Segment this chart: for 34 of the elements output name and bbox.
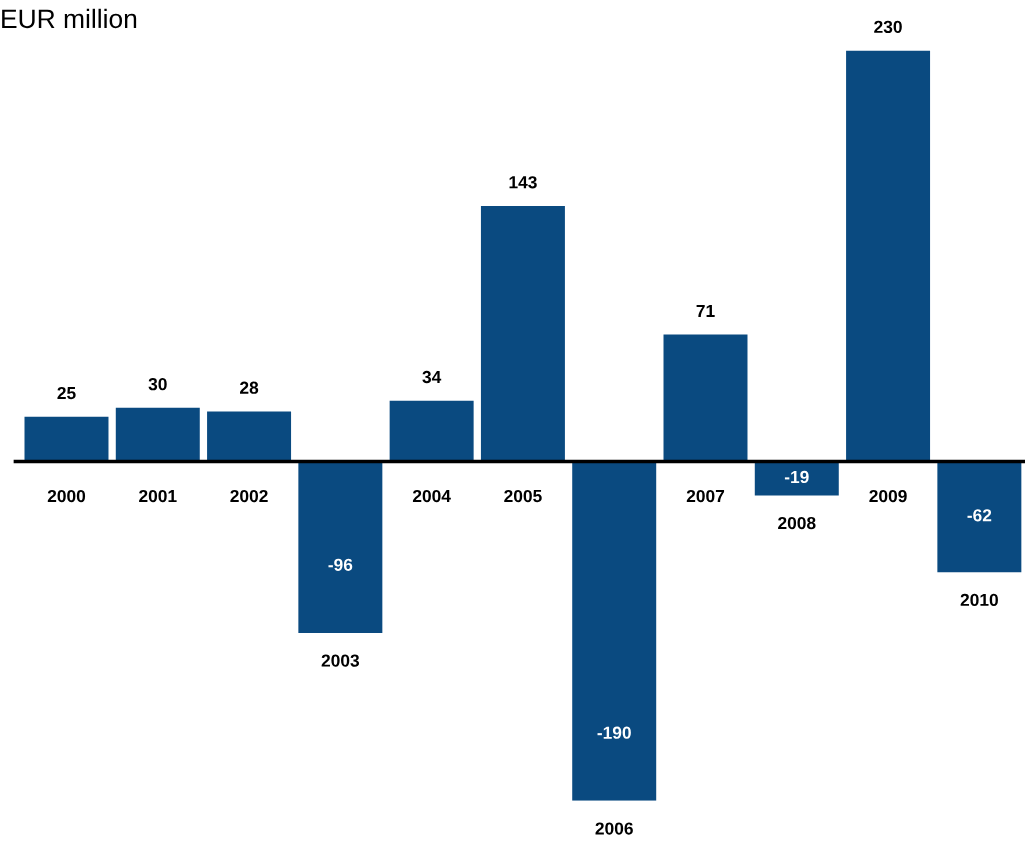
bar bbox=[754, 461, 839, 496]
bar bbox=[937, 461, 1022, 573]
data-label: 143 bbox=[509, 176, 537, 189]
bar bbox=[572, 461, 657, 801]
bar bbox=[298, 461, 383, 633]
x-tick-label: 2010 bbox=[960, 593, 998, 607]
x-tick-label: 2002 bbox=[230, 489, 268, 503]
x-tick-label: 2005 bbox=[504, 489, 542, 503]
data-label: -19 bbox=[784, 470, 809, 484]
data-label: -190 bbox=[597, 726, 631, 739]
bar bbox=[846, 50, 931, 462]
x-tick-label: 2008 bbox=[778, 516, 816, 530]
x-tick-label: 2006 bbox=[595, 822, 633, 835]
data-label: 71 bbox=[696, 304, 715, 317]
x-tick-label: 2001 bbox=[139, 489, 177, 503]
bar bbox=[480, 205, 565, 462]
x-tick-label: 2007 bbox=[686, 489, 725, 503]
bar bbox=[663, 334, 748, 462]
bar bbox=[115, 407, 200, 462]
data-label: 230 bbox=[874, 20, 902, 34]
data-label: 28 bbox=[240, 381, 259, 394]
x-tick-label: 2003 bbox=[321, 654, 360, 667]
data-label: 30 bbox=[148, 378, 167, 391]
data-label: -62 bbox=[967, 509, 992, 522]
data-label: -96 bbox=[328, 558, 353, 571]
x-tick-label: 2009 bbox=[869, 489, 907, 503]
y-axis-title: EUR million bbox=[2, 8, 137, 29]
data-label: 34 bbox=[422, 370, 442, 384]
x-tick-label: 2000 bbox=[47, 489, 86, 503]
bar bbox=[207, 411, 292, 462]
x-tick-label: 2004 bbox=[412, 489, 451, 503]
bar bbox=[389, 400, 474, 462]
bar bbox=[24, 416, 109, 462]
data-label: 25 bbox=[57, 386, 76, 400]
